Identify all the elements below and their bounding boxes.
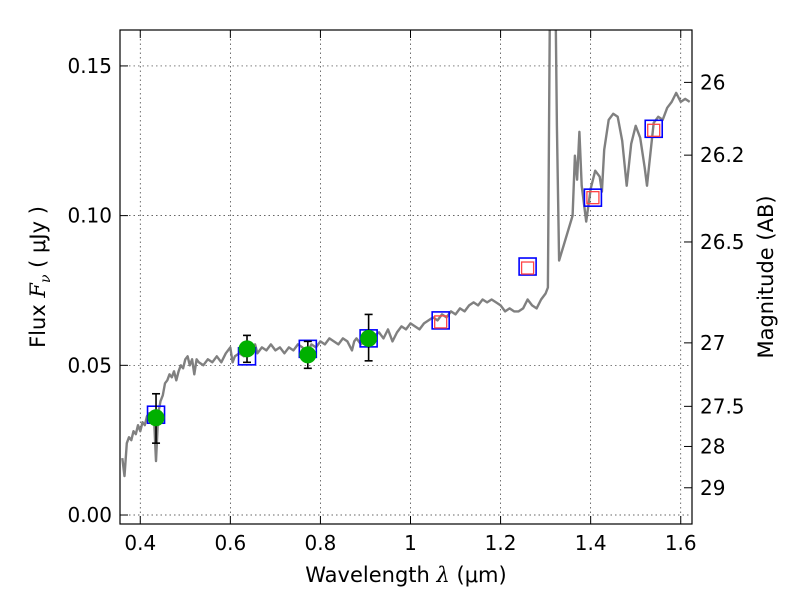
x-tick-label: 0.6 bbox=[214, 531, 246, 555]
model-photometry-square bbox=[583, 188, 603, 207]
y2-tick-label: 29 bbox=[700, 476, 725, 500]
y2-tick-label: 26.2 bbox=[700, 143, 745, 167]
y-tick-label: 0.10 bbox=[67, 204, 112, 228]
prediction-square bbox=[520, 261, 535, 275]
grid bbox=[120, 30, 692, 524]
model-photometry-square bbox=[518, 257, 537, 276]
y-axis-label: Flux Fν ( μJy ) bbox=[26, 206, 54, 348]
x-tick-label: 1.6 bbox=[665, 531, 697, 555]
observed-point bbox=[299, 346, 317, 364]
model-photometry-square bbox=[431, 311, 450, 330]
x-tick-label: 1 bbox=[404, 531, 417, 555]
prediction-square bbox=[586, 191, 600, 205]
y-tick-label: 0.15 bbox=[67, 54, 112, 78]
y2-tick-label: 26 bbox=[700, 70, 725, 94]
plot-frame bbox=[119, 29, 693, 525]
y2-axis-label: Magnitude (AB) bbox=[754, 195, 778, 358]
prediction-square bbox=[647, 123, 661, 137]
y2-tick-label: 27 bbox=[700, 331, 725, 355]
y2-tick-label: 28 bbox=[700, 434, 725, 458]
observed-point bbox=[147, 409, 165, 427]
y-tick-label: 0.05 bbox=[67, 353, 112, 377]
y-tick-label: 0.00 bbox=[67, 503, 112, 527]
y2-tick-label: 27.5 bbox=[700, 394, 745, 418]
observed-point bbox=[360, 329, 378, 347]
ticks: 0.4 0.6 0.8 1 1.2 1.4 1.6 0.00 0.05 0.10 0.15 26 26.… bbox=[67, 30, 745, 555]
x-tick-label: 1.4 bbox=[575, 531, 607, 555]
y2-tick-label: 26.5 bbox=[700, 230, 745, 254]
model-photometry-square bbox=[644, 119, 664, 139]
x-tick-label: 1.2 bbox=[485, 531, 517, 555]
x-axis-label: Wavelength λ (μm) bbox=[305, 563, 506, 587]
observed-point bbox=[238, 340, 256, 358]
x-tick-label: 0.4 bbox=[124, 531, 156, 555]
prediction-square bbox=[434, 315, 448, 329]
data-layer bbox=[121, 30, 691, 478]
x-tick-label: 0.8 bbox=[305, 531, 337, 555]
